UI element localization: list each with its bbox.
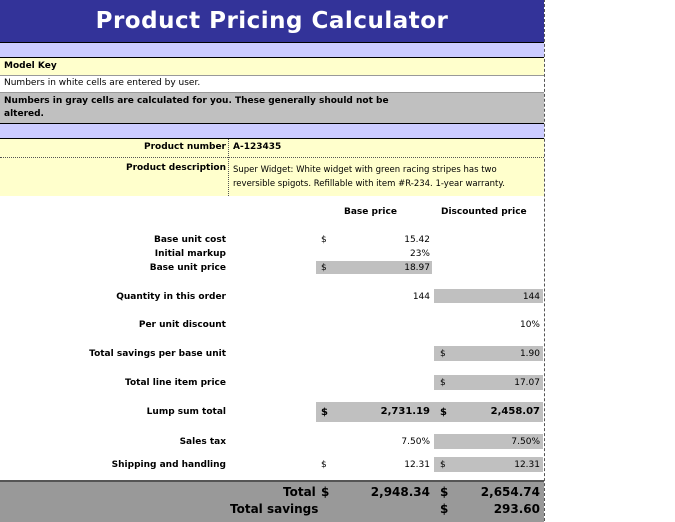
currency-symbol: $ [440,485,449,499]
initial-markup-input[interactable]: 23% [409,249,430,259]
base-unit-price-value: 18.97 [404,263,430,273]
currency-symbol: $ [321,235,327,245]
product-number-field[interactable]: A-123435 [233,142,282,152]
shipping-label: Shipping and handling [111,460,226,470]
total-savings-label: Total savings [230,502,319,516]
model-key-row: Model Key [0,58,544,76]
total-line-item-label: Total line item price [125,378,226,388]
base-price-header: Base price [344,207,397,217]
quantity-discounted-value: 144 [522,292,540,302]
quantity-discounted-cell [434,289,543,303]
shipping-discounted-cell [434,457,543,472]
base-unit-cost-label: Base unit cost [153,235,226,245]
gray-note-row: Numbers in gray cells are calculated for… [0,93,544,123]
product-description-label: Product description [125,163,226,173]
total-discounted-value: 2,654.74 [480,485,540,499]
quantity-input[interactable]: 144 [412,292,430,302]
lump-sum-label: Lump sum total [146,407,226,417]
lump-sum-base-value: 2,731.19 [380,406,430,417]
gray-cells-note-line1: Numbers in gray cells are calculated for… [4,96,389,106]
product-info-block [0,139,544,196]
total-line-item-value: 17.07 [514,378,540,388]
total-savings-value: 293.60 [493,502,540,516]
total-savings-unit-cell [434,346,543,361]
sales-tax-label: Sales tax [179,437,226,447]
currency-symbol: $ [321,407,328,418]
lump-sum-cell [316,402,543,422]
currency-symbol: $ [321,485,330,499]
model-key-heading: Model Key [4,61,57,71]
per-unit-discount-input[interactable]: 10% [519,320,540,330]
lump-sum-discounted-value: 2,458.07 [490,406,540,417]
total-base-value: 2,948.34 [370,485,430,499]
initial-markup-label: Initial markup [154,249,226,259]
row-divider [0,157,544,158]
total-savings-unit-value: 1.90 [519,349,540,359]
total-savings-unit-label: Total savings per base unit [89,349,226,359]
per-unit-discount-label: Per unit discount [138,320,226,330]
currency-symbol: $ [440,407,447,418]
currency-symbol: $ [321,263,327,273]
total-line-item-cell [434,375,543,390]
product-description-field[interactable]: Super Widget: White widget with green ra… [233,165,505,189]
totals-band: Total $ 2,948.34 $ 2,654.74 Total saving… [0,480,544,522]
base-unit-price-label: Base unit price [149,263,226,273]
currency-symbol: $ [321,460,327,470]
sales-tax-discounted-cell [434,434,543,449]
base-unit-price-cell [316,261,432,274]
column-divider [228,139,229,196]
separator-band [0,42,544,58]
white-note-row: Numbers in white cells are entered by us… [0,76,544,93]
separator-band-2 [0,123,544,139]
shipping-discounted-value: 12.31 [514,460,540,470]
page-title: Product Pricing Calculator [0,0,544,42]
pricing-sheet: Product Pricing Calculator Model Key Num… [0,0,545,522]
white-cells-note: Numbers in white cells are entered by us… [4,78,201,88]
product-number-label: Product number [143,142,226,152]
shipping-input[interactable]: 12.31 [404,460,430,470]
currency-symbol: $ [440,460,446,470]
sales-tax-input[interactable]: 7.50% [401,437,430,447]
currency-symbol: $ [440,349,446,359]
quantity-label: Quantity in this order [116,292,226,302]
currency-symbol: $ [440,378,446,388]
base-unit-cost-input[interactable]: 15.42 [404,235,430,245]
currency-symbol: $ [440,502,449,516]
total-label: Total [283,485,316,499]
gray-cells-note-line2: altered. [4,109,44,119]
discounted-price-header: Discounted price [441,207,527,217]
sales-tax-discounted-value: 7.50% [511,437,540,447]
